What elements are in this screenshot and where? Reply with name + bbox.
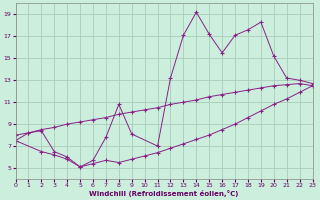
X-axis label: Windchill (Refroidissement éolien,°C): Windchill (Refroidissement éolien,°C) (89, 190, 239, 197)
